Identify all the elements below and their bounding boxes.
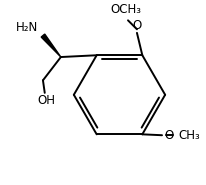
Text: CH₃: CH₃	[178, 129, 200, 142]
Polygon shape	[41, 34, 61, 57]
Text: OCH₃: OCH₃	[111, 3, 142, 16]
Text: O: O	[165, 129, 174, 142]
Text: OH: OH	[37, 94, 56, 107]
Text: H₂N: H₂N	[16, 21, 39, 34]
Text: O: O	[132, 19, 142, 32]
